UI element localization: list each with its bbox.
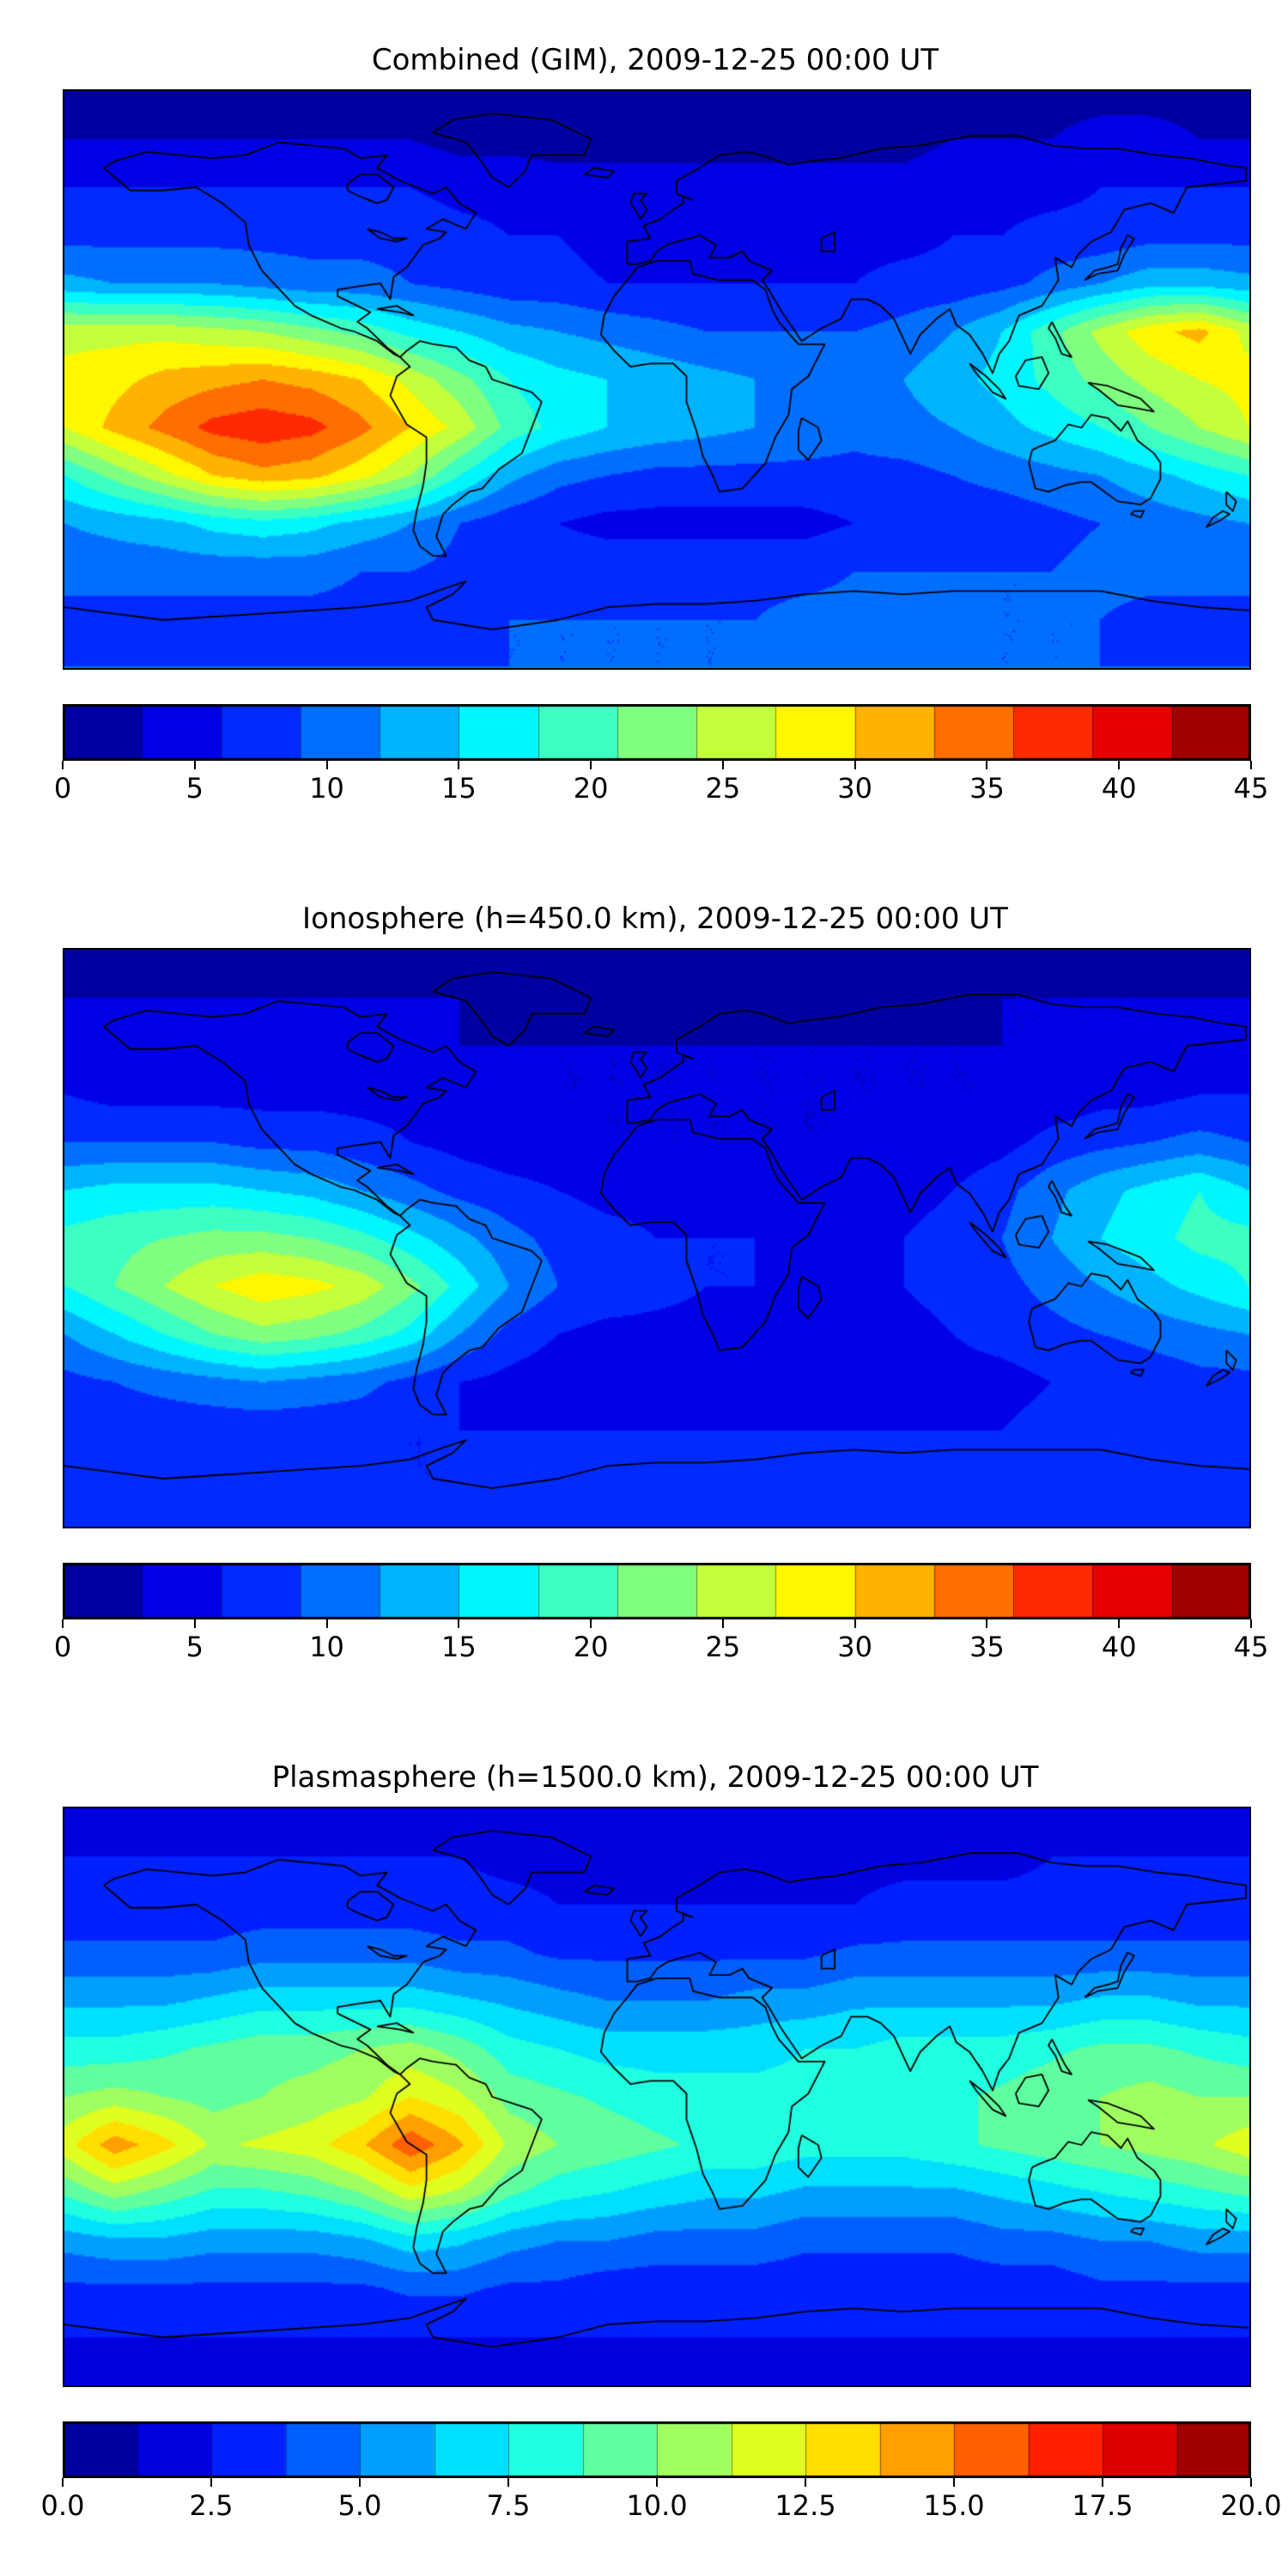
- colorbar-tick-label: 40: [1101, 772, 1137, 805]
- panel-plasmasphere: Plasmasphere (h=1500.0 km), 2009-12-25 0…: [41, 1760, 1282, 2526]
- colorbar-tick-mark: [721, 1619, 724, 1628]
- colorbar-tick-label: 40: [1101, 1631, 1137, 1663]
- colorbar-tick-label: 0: [53, 1631, 72, 1663]
- panel-title: Ionosphere (h=450.0 km), 2009-12-25 00:0…: [302, 902, 1008, 936]
- colorbar-tick-label: 5: [185, 772, 204, 805]
- colorbar-tick-mark: [359, 2478, 361, 2487]
- colorbar-tick-label: 0.0: [40, 2489, 85, 2522]
- colorbar-tick-mark: [62, 1619, 64, 1628]
- colorbar-tick-mark: [458, 761, 460, 769]
- colorbar-tick-mark: [325, 1619, 328, 1628]
- colorbar-tick-label: 12.5: [775, 2489, 836, 2522]
- colorbar-tick-label: 15: [440, 772, 477, 805]
- colorbar-tick-label: 25: [705, 1631, 741, 1663]
- colorbar-tick-mark: [953, 2478, 955, 2487]
- colorbar-tick-mark: [656, 2478, 658, 2487]
- world-map-canvas: [63, 948, 1251, 1528]
- colorbar-tick-label: 20.0: [1220, 2489, 1282, 2522]
- colorbar-tick-mark: [507, 2478, 509, 2487]
- colorbar-tick-mark: [805, 2478, 806, 2487]
- colorbar-tick-label: 15.0: [923, 2489, 985, 2522]
- colorbar-tick-mark: [854, 1619, 856, 1628]
- colorbar-tick-label: 25: [705, 772, 741, 805]
- colorbar-tick-mark: [590, 1619, 592, 1628]
- colorbar-tick-label: 10: [309, 772, 344, 805]
- colorbar-canvas: [63, 2421, 1251, 2478]
- colorbar-tick-mark: [1118, 761, 1121, 769]
- colorbar-canvas: [63, 1563, 1251, 1619]
- colorbar-tick-mark: [986, 1619, 988, 1628]
- colorbar-tick-mark: [854, 761, 856, 769]
- colorbar-tick-label: 17.5: [1072, 2489, 1133, 2522]
- colorbar-tick-label: 5.0: [337, 2489, 382, 2522]
- colorbar-tick-label: 2.5: [189, 2489, 234, 2522]
- colorbar-tick-mark: [193, 761, 196, 769]
- colorbar-tick-label: 0: [53, 772, 72, 805]
- colorbar-tick-label: 20: [573, 772, 609, 805]
- colorbar-tick-mark: [721, 761, 724, 769]
- colorbar-tick-mark: [1118, 1619, 1121, 1628]
- panel-combined-gim: Combined (GIM), 2009-12-25 00:00 UT 0 5 10…: [54, 43, 1269, 809]
- colorbar-tick-mark: [325, 761, 328, 769]
- colorbar-tick-label: 30: [837, 1631, 873, 1663]
- colorbar-tick-mark: [1250, 1619, 1252, 1628]
- colorbar-tick-label: 45: [1233, 772, 1269, 805]
- colorbar-tick-label: 7.5: [486, 2489, 531, 2522]
- colorbar-tick-label: 45: [1233, 1631, 1269, 1663]
- colorbar-tick-mark: [193, 1619, 196, 1628]
- colorbar-tick-label: 15: [440, 1631, 477, 1663]
- colorbar-canvas: [63, 704, 1251, 761]
- colorbar-tick-mark: [1102, 2478, 1103, 2487]
- colorbar-tick-label: 35: [969, 772, 1005, 805]
- panel-title: Plasmasphere (h=1500.0 km), 2009-12-25 0…: [271, 1760, 1039, 1795]
- panel-ionosphere: Ionosphere (h=450.0 km), 2009-12-25 00:0…: [54, 902, 1269, 1668]
- world-map-canvas: [63, 1807, 1251, 2387]
- colorbar-tick-label: 10: [309, 1631, 344, 1663]
- colorbar-tick-mark: [1250, 2478, 1252, 2487]
- colorbar-tick-label: 10.0: [626, 2489, 688, 2522]
- colorbar-tick-label: 35: [969, 1631, 1005, 1663]
- colorbar-tick-mark: [62, 761, 64, 769]
- colorbar-tick-label: 5: [185, 1631, 204, 1663]
- world-map-canvas: [63, 89, 1251, 670]
- colorbar-tick-label: 20: [573, 1631, 609, 1663]
- colorbar-tick-mark: [458, 1619, 460, 1628]
- panel-title: Combined (GIM), 2009-12-25 00:00 UT: [371, 43, 939, 77]
- colorbar-ticks: 0.0 2.5 5.0 7.5 10.0 12.5 15.0 17.5 20.0: [41, 2478, 1282, 2526]
- colorbar-tick-mark: [986, 761, 988, 769]
- colorbar-ticks: 0 5 10 15 20 25 30 35 40 45: [54, 1619, 1268, 1668]
- colorbar-ticks: 0 5 10 15 20 25 30 35 40 45: [54, 761, 1268, 809]
- colorbar-tick-mark: [210, 2478, 212, 2487]
- colorbar-tick-mark: [62, 2478, 64, 2487]
- colorbar-tick-label: 30: [837, 772, 873, 805]
- colorbar-tick-mark: [590, 761, 592, 769]
- colorbar-tick-mark: [1250, 761, 1252, 769]
